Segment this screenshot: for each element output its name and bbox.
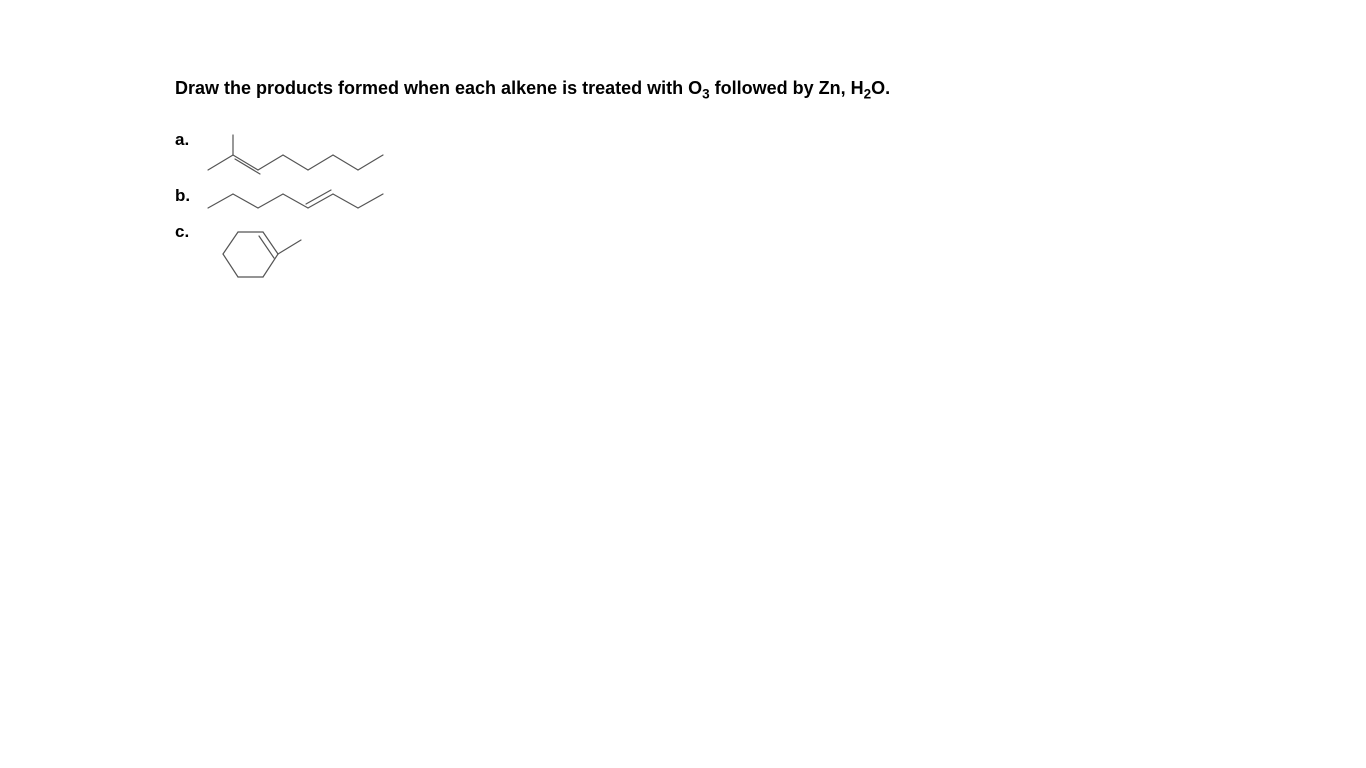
item-b-label: b. — [175, 186, 203, 206]
item-a: a. — [175, 130, 1175, 180]
item-c: c. — [175, 222, 1175, 297]
q-sub1: 3 — [702, 87, 710, 102]
structure-c — [203, 222, 313, 297]
q-mid: followed by Zn, H — [710, 78, 864, 98]
item-a-label: a. — [175, 130, 203, 150]
structure-a — [203, 130, 403, 180]
item-c-label: c. — [175, 222, 203, 242]
q-suffix: O. — [871, 78, 890, 98]
structure-b — [203, 186, 403, 216]
q-prefix: Draw the products formed when each alken… — [175, 78, 702, 98]
item-b: b. — [175, 186, 1175, 216]
question-text: Draw the products formed when each alken… — [175, 78, 1175, 102]
